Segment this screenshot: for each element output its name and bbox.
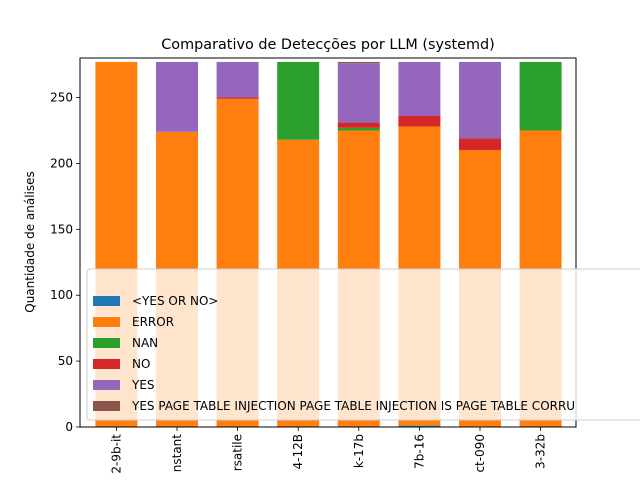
legend-label: ERROR	[132, 315, 174, 329]
legend-label: YES	[131, 378, 155, 392]
legend-box	[86, 268, 640, 421]
legend-label: NAN	[132, 336, 158, 350]
x-tick-label: 3-32b	[534, 434, 548, 469]
legend-swatch	[93, 380, 120, 390]
bar-segment-5-series-3	[337, 127, 380, 131]
y-tick-label: 100	[50, 288, 73, 302]
y-tick-label: 150	[50, 222, 73, 236]
bar-segment-5-series-5	[337, 63, 380, 123]
y-axis: 0 50 100 150 200 250	[50, 91, 80, 434]
legend-swatch	[93, 359, 120, 369]
legend-swatch	[93, 296, 120, 306]
bar-segment-2-series-5	[156, 61, 198, 132]
y-tick-label: 0	[65, 420, 73, 434]
chart-title: Comparativo de Detecções por LLM (system…	[161, 37, 495, 53]
bar-segment-5-series-4	[337, 122, 380, 128]
legend: <YES OR NO> ERROR NAN NO YES YES PAGE TABLE I…	[86, 268, 640, 421]
x-tick-label: ct-090	[473, 434, 487, 473]
y-tick-label: 50	[58, 354, 73, 368]
legend-swatch	[93, 317, 120, 327]
legend-label: NO	[132, 357, 150, 371]
bar-segment-4-series-3	[277, 61, 320, 140]
x-tick-label: rsatile	[231, 434, 245, 471]
x-tick-label: 7b-16	[412, 434, 426, 469]
legend-label: YES PAGE TABLE INJECTION PAGE TABLE INJE…	[131, 399, 575, 413]
x-tick-label: 2-9b-it	[109, 434, 123, 474]
legend-swatch	[93, 401, 120, 411]
bar-segment-3-series-5	[216, 61, 259, 98]
x-tick-label: 4-12B	[291, 434, 305, 469]
x-tick-label: nstant	[170, 434, 184, 473]
x-tick-label: k-17b	[352, 434, 366, 468]
y-tick-label: 200	[50, 156, 73, 170]
bar-segment-6-series-1	[398, 425, 441, 427]
bar-segment-7-series-5	[459, 61, 501, 139]
y-tick-label: 250	[50, 91, 73, 105]
x-axis: 2-9b-it nstant rsatile 4-12B k-17b 7b-16 ct-09…	[109, 427, 548, 474]
bar-segment-7-series-4	[459, 138, 501, 151]
bar-segment-8-series-3	[519, 61, 562, 131]
legend-label: <YES OR NO>	[132, 294, 218, 308]
y-axis-label: Quantidade de análises	[23, 171, 37, 313]
bar-segment-6-series-5	[398, 61, 441, 116]
legend-swatch	[93, 338, 120, 348]
plot-frame	[79, 57, 577, 428]
bar-segment-5-series-6	[337, 61, 380, 64]
bar-segment-3-series-4	[216, 97, 259, 99]
bar-segment-6-series-4	[398, 115, 441, 127]
